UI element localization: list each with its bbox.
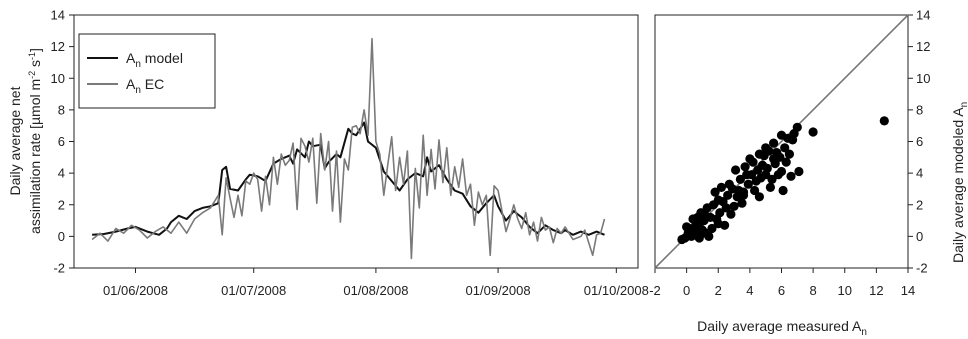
scatter-y-axis: -2 0 2 4 6 8 10 12 14 — [908, 8, 930, 276]
scatter-point — [781, 157, 791, 167]
scatter-point — [780, 143, 790, 153]
y-axis-label-line2: assimilation rate [µmol m-2 s-1] — [27, 48, 43, 234]
sc-y-tick-label: 8 — [916, 102, 923, 117]
scatter-y-axis-label: Daily average modeled An — [950, 102, 968, 263]
legend: An model An EC — [78, 33, 216, 109]
scatter-point — [704, 231, 714, 241]
scatter-point — [738, 190, 749, 200]
ts-y-tick-label: 2 — [58, 197, 65, 212]
ts-y-tick-label: 14 — [51, 8, 65, 23]
ts-y-tick-label: -2 — [53, 261, 65, 276]
scatter-point — [769, 138, 779, 148]
series-line-model — [92, 121, 605, 236]
scatter-point — [767, 174, 777, 184]
ts-y-tick-label: 12 — [51, 39, 65, 54]
scatter-point — [710, 187, 720, 197]
time-series-x-axis: 01/06/2008 01/07/2008 01/08/2008 01/09/2008… — [103, 268, 649, 298]
scatter-point — [740, 162, 750, 172]
scatter-point — [726, 209, 736, 219]
ts-y-tick-label: 8 — [58, 102, 65, 117]
scatter-point — [761, 143, 771, 153]
scatter-point — [724, 179, 734, 189]
scatter-point — [778, 185, 788, 196]
series-line-ec — [91, 37, 606, 260]
scatter-point — [754, 192, 765, 202]
ts-x-tick-label: 01/10/2008 — [584, 283, 649, 298]
scatter-point — [776, 130, 787, 140]
scatter-point — [794, 166, 804, 177]
scatter-point — [786, 171, 796, 181]
legend-label-model: An model — [126, 50, 183, 70]
scatter-point — [879, 116, 889, 126]
ts-x-tick-label: 01/06/2008 — [103, 283, 168, 298]
scatter-point — [754, 149, 765, 159]
scatter-point — [784, 149, 795, 159]
ts-y-tick-label: 4 — [58, 166, 65, 181]
scatter-point — [750, 185, 760, 196]
scatter-point — [743, 179, 753, 189]
scatter-point — [693, 212, 703, 222]
sc-x-tick-label: 6 — [778, 283, 785, 298]
sc-x-tick-label: 4 — [746, 283, 753, 298]
scatter-point — [735, 174, 746, 184]
sc-y-tick-label: 10 — [916, 71, 930, 86]
scatter-point — [713, 195, 723, 205]
legend-label-ec: An EC — [126, 76, 164, 96]
scatter-point — [723, 190, 733, 200]
scatter-point — [694, 233, 704, 243]
sc-x-tick-label: 14 — [901, 283, 915, 298]
scatter-point — [721, 203, 731, 213]
time-series-panel: -2 0 2 4 6 8 10 12 14 01/06/2008 01/07/2008 01/08/… — [7, 8, 649, 299]
scatter-x-axis: -2 0 2 4 6 8 10 12 14 — [649, 268, 915, 298]
sc-y-tick-label: 4 — [916, 166, 923, 181]
scatter-point — [769, 154, 779, 164]
ts-y-tick-label: 0 — [58, 229, 65, 244]
scatter-point — [701, 211, 711, 221]
scatter-point — [707, 223, 717, 234]
time-series-lines — [91, 37, 606, 260]
scatter-point — [792, 122, 802, 132]
sc-x-tick-label: 2 — [715, 283, 722, 298]
sc-y-tick-label: 2 — [916, 197, 923, 212]
scatter-point — [682, 222, 692, 232]
scatter-point — [720, 220, 730, 230]
sc-x-tick-label: 12 — [869, 283, 883, 298]
ts-y-tick-label: 6 — [58, 134, 65, 149]
scatter-panel: -2 0 2 4 6 8 10 12 14 -2 0 2 4 6 8 10 12 14 Daily averag… — [649, 8, 968, 339]
scatter-point — [737, 198, 747, 208]
scatter-point — [808, 127, 818, 137]
scatter-point — [745, 154, 755, 164]
ts-x-tick-label: 01/07/2008 — [221, 283, 286, 298]
sc-y-tick-label: 12 — [916, 39, 930, 54]
legend-box — [78, 33, 216, 109]
ts-y-tick-label: 10 — [51, 71, 65, 86]
scatter-point — [756, 173, 766, 183]
scatter-point — [765, 182, 776, 192]
sc-x-tick-label: 10 — [838, 283, 852, 298]
time-series-y-axis: -2 0 2 4 6 8 10 12 14 — [51, 8, 74, 276]
scatter-point — [716, 182, 727, 192]
ts-x-tick-label: 01/09/2008 — [466, 283, 531, 298]
ts-x-tick-label: 01/08/2008 — [343, 283, 408, 298]
scatter-point — [729, 201, 739, 211]
sc-x-tick-label: -2 — [649, 283, 661, 298]
sc-x-tick-label: 8 — [810, 283, 817, 298]
sc-x-tick-label: 0 — [683, 283, 690, 298]
sc-y-tick-label: 14 — [916, 8, 930, 23]
scatter-point — [776, 166, 787, 177]
sc-y-tick-label: -2 — [916, 261, 928, 276]
scatter-x-axis-label: Daily average measured An — [697, 318, 867, 338]
scatter-point — [742, 170, 752, 180]
scatter-point — [788, 135, 798, 145]
sc-y-tick-label: 6 — [916, 134, 923, 149]
y-axis-label-line1: Daily average net — [7, 86, 23, 195]
scatter-point — [731, 165, 741, 175]
scatter-points — [677, 116, 889, 245]
scatter-point — [712, 214, 722, 224]
scatter-point — [762, 163, 772, 173]
sc-y-tick-label: 0 — [916, 229, 923, 244]
